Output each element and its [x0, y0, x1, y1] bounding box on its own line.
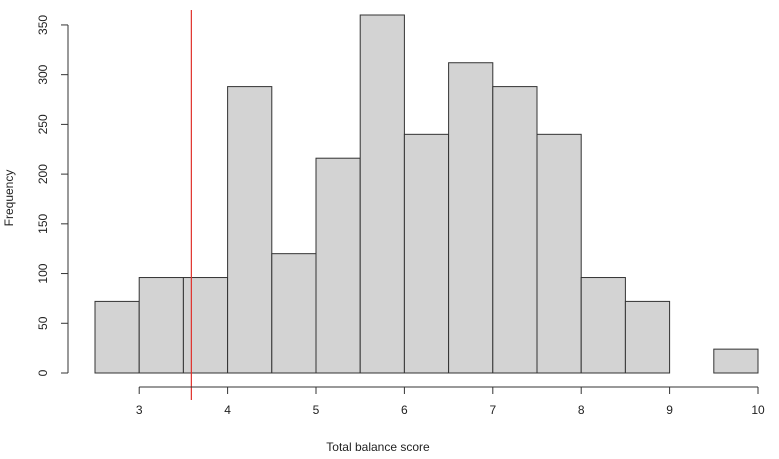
- bar: [580, 277, 626, 374]
- bar: [359, 14, 405, 374]
- bar: [403, 133, 450, 374]
- x-tick-label: 7: [489, 403, 496, 417]
- y-tick-label: 300: [36, 64, 50, 84]
- y-tick-label: 150: [36, 214, 50, 234]
- x-tick-label: 4: [224, 403, 231, 417]
- x-tick-label: 6: [401, 403, 408, 417]
- bar: [492, 86, 538, 374]
- y-axis-label: Frequency: [2, 170, 16, 227]
- y-tick-label: 250: [36, 114, 50, 134]
- bar: [713, 348, 759, 374]
- bar: [315, 157, 361, 374]
- bar: [138, 277, 184, 374]
- bar: [448, 62, 494, 374]
- x-tick-label: 3: [136, 403, 143, 417]
- y-tick-label: 350: [36, 15, 50, 35]
- y-tick-label: 200: [36, 164, 50, 184]
- bar: [94, 300, 140, 374]
- bar: [227, 86, 273, 374]
- y-tick-label: 50: [36, 316, 50, 330]
- x-tick-label: 9: [666, 403, 673, 417]
- y-tick-label: 0: [36, 369, 50, 376]
- bar: [182, 277, 229, 374]
- x-tick-label: 5: [313, 403, 320, 417]
- bar: [536, 133, 582, 374]
- bar: [624, 300, 671, 374]
- x-axis-label: Total balance score: [326, 440, 430, 454]
- x-tick-label: 8: [578, 403, 585, 417]
- y-tick-label: 100: [36, 263, 50, 283]
- bar: [271, 253, 317, 374]
- x-tick-label: 10: [751, 403, 765, 417]
